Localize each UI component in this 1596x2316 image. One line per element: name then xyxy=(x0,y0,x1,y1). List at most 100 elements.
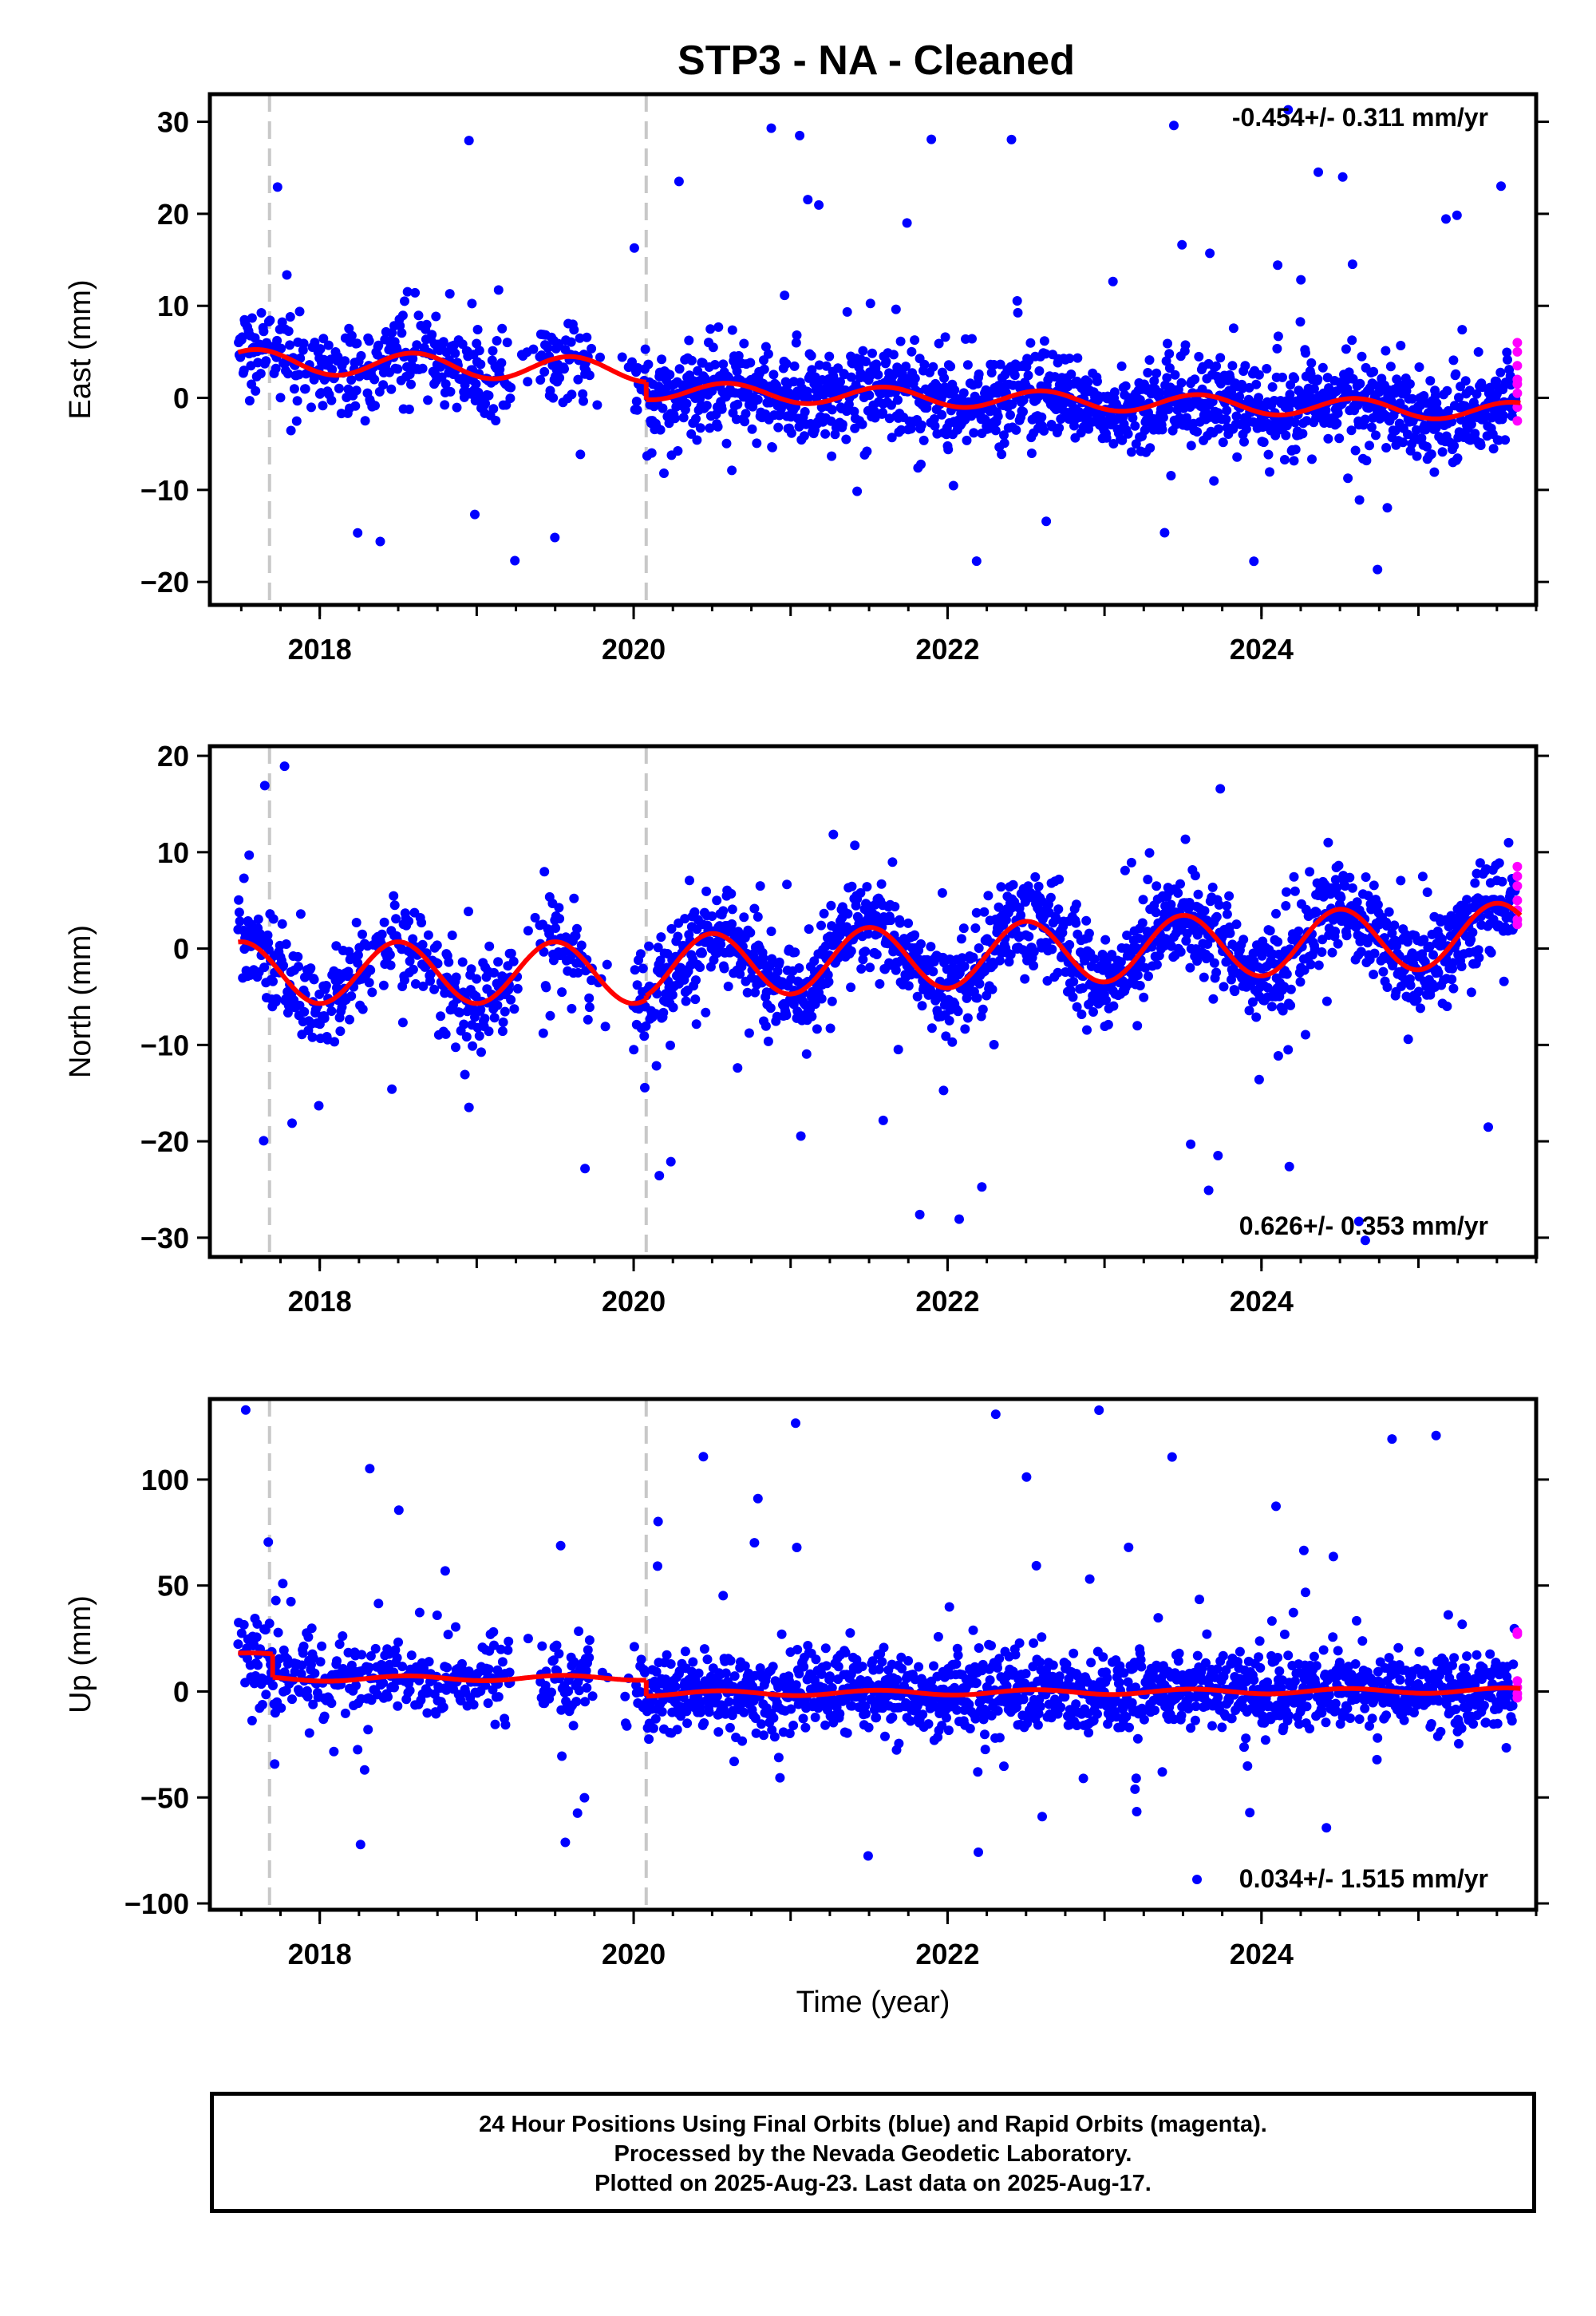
data-point xyxy=(861,1709,871,1719)
data-point xyxy=(554,1649,564,1659)
data-point xyxy=(1173,888,1183,898)
data-point xyxy=(1343,473,1353,484)
data-point xyxy=(1363,891,1373,901)
data-point xyxy=(827,996,837,1006)
x-tick-label: 2024 xyxy=(1230,633,1294,666)
y-tick-label: 0 xyxy=(173,933,189,966)
data-point xyxy=(234,895,244,905)
data-point xyxy=(986,368,997,377)
data-point xyxy=(941,1031,951,1041)
data-point xyxy=(1360,414,1370,425)
data-point xyxy=(484,941,495,951)
y-tick-label: 10 xyxy=(157,290,189,322)
chart-title: STP3 - NA - Cleaned xyxy=(678,38,1075,84)
data-point xyxy=(335,1026,346,1037)
data-point xyxy=(943,445,954,455)
data-point xyxy=(1448,958,1458,968)
data-point xyxy=(600,1022,610,1032)
data-point xyxy=(1262,982,1273,993)
data-point xyxy=(535,375,546,385)
data-point xyxy=(887,400,896,410)
data-point xyxy=(1365,441,1374,451)
data-point xyxy=(263,1537,274,1547)
data-point xyxy=(719,963,729,974)
data-point xyxy=(295,909,306,919)
data-point xyxy=(962,993,972,1003)
data-point xyxy=(1296,275,1306,285)
data-point xyxy=(1382,503,1393,513)
data-point xyxy=(493,1692,504,1702)
data-point xyxy=(1056,414,1066,424)
data-point xyxy=(827,451,837,461)
data-point xyxy=(489,1013,500,1023)
data-point xyxy=(893,1045,903,1055)
data-point xyxy=(1448,983,1459,994)
data-point xyxy=(654,1171,665,1181)
y-tick-label: −30 xyxy=(140,1222,189,1255)
data-point xyxy=(1130,421,1140,431)
data-point xyxy=(1075,412,1085,422)
data-point xyxy=(370,401,380,411)
data-point xyxy=(670,1682,681,1692)
data-point xyxy=(750,987,760,998)
data-point xyxy=(304,1728,314,1738)
data-point xyxy=(1333,860,1344,871)
data-point xyxy=(1430,390,1440,401)
data-point xyxy=(657,1706,667,1717)
data-point xyxy=(1350,445,1361,456)
data-point xyxy=(1345,872,1355,883)
data-point xyxy=(757,1719,767,1729)
data-point xyxy=(851,1654,862,1665)
data-point xyxy=(790,947,800,958)
data-point xyxy=(472,974,482,984)
data-point xyxy=(572,1808,583,1818)
data-point xyxy=(488,404,499,414)
data-point xyxy=(315,344,326,354)
data-point xyxy=(445,386,456,397)
data-point xyxy=(970,1713,981,1724)
data-point xyxy=(440,1566,450,1576)
data-point xyxy=(685,875,694,886)
data-point xyxy=(405,956,415,966)
x-tick-label: 2018 xyxy=(288,1285,352,1318)
data-point xyxy=(294,370,304,380)
data-point xyxy=(937,1721,947,1731)
data-point xyxy=(1267,381,1278,392)
data-point xyxy=(1164,349,1175,359)
data-point xyxy=(1089,954,1100,964)
data-point xyxy=(1456,962,1467,971)
data-point xyxy=(759,1730,768,1741)
data-point xyxy=(1108,439,1119,449)
data-point xyxy=(759,364,769,374)
data-point xyxy=(863,1722,874,1733)
data-point xyxy=(1025,338,1036,348)
data-point xyxy=(393,1701,403,1711)
data-point xyxy=(1271,908,1281,919)
data-point xyxy=(926,134,937,144)
data-point xyxy=(1327,947,1337,958)
data-point xyxy=(629,1045,639,1055)
data-point xyxy=(1396,341,1406,350)
data-point xyxy=(326,395,337,405)
data-point xyxy=(277,919,287,929)
data-point xyxy=(318,401,328,411)
data-point xyxy=(1273,331,1283,342)
data-point xyxy=(578,389,588,399)
data-point xyxy=(1433,967,1444,978)
data-point xyxy=(351,385,361,396)
data-point xyxy=(571,1697,582,1707)
data-point xyxy=(1128,413,1138,423)
data-point xyxy=(827,405,837,415)
data-point xyxy=(792,330,802,340)
data-point xyxy=(405,370,415,380)
data-point xyxy=(253,1660,263,1670)
data-point xyxy=(1309,384,1319,394)
data-point xyxy=(726,888,737,899)
data-point xyxy=(717,404,727,414)
data-point xyxy=(1034,366,1045,376)
data-point xyxy=(1357,351,1367,362)
data-point xyxy=(974,943,984,953)
data-point xyxy=(994,955,1005,966)
data-point xyxy=(680,1646,690,1657)
data-point xyxy=(327,365,338,374)
